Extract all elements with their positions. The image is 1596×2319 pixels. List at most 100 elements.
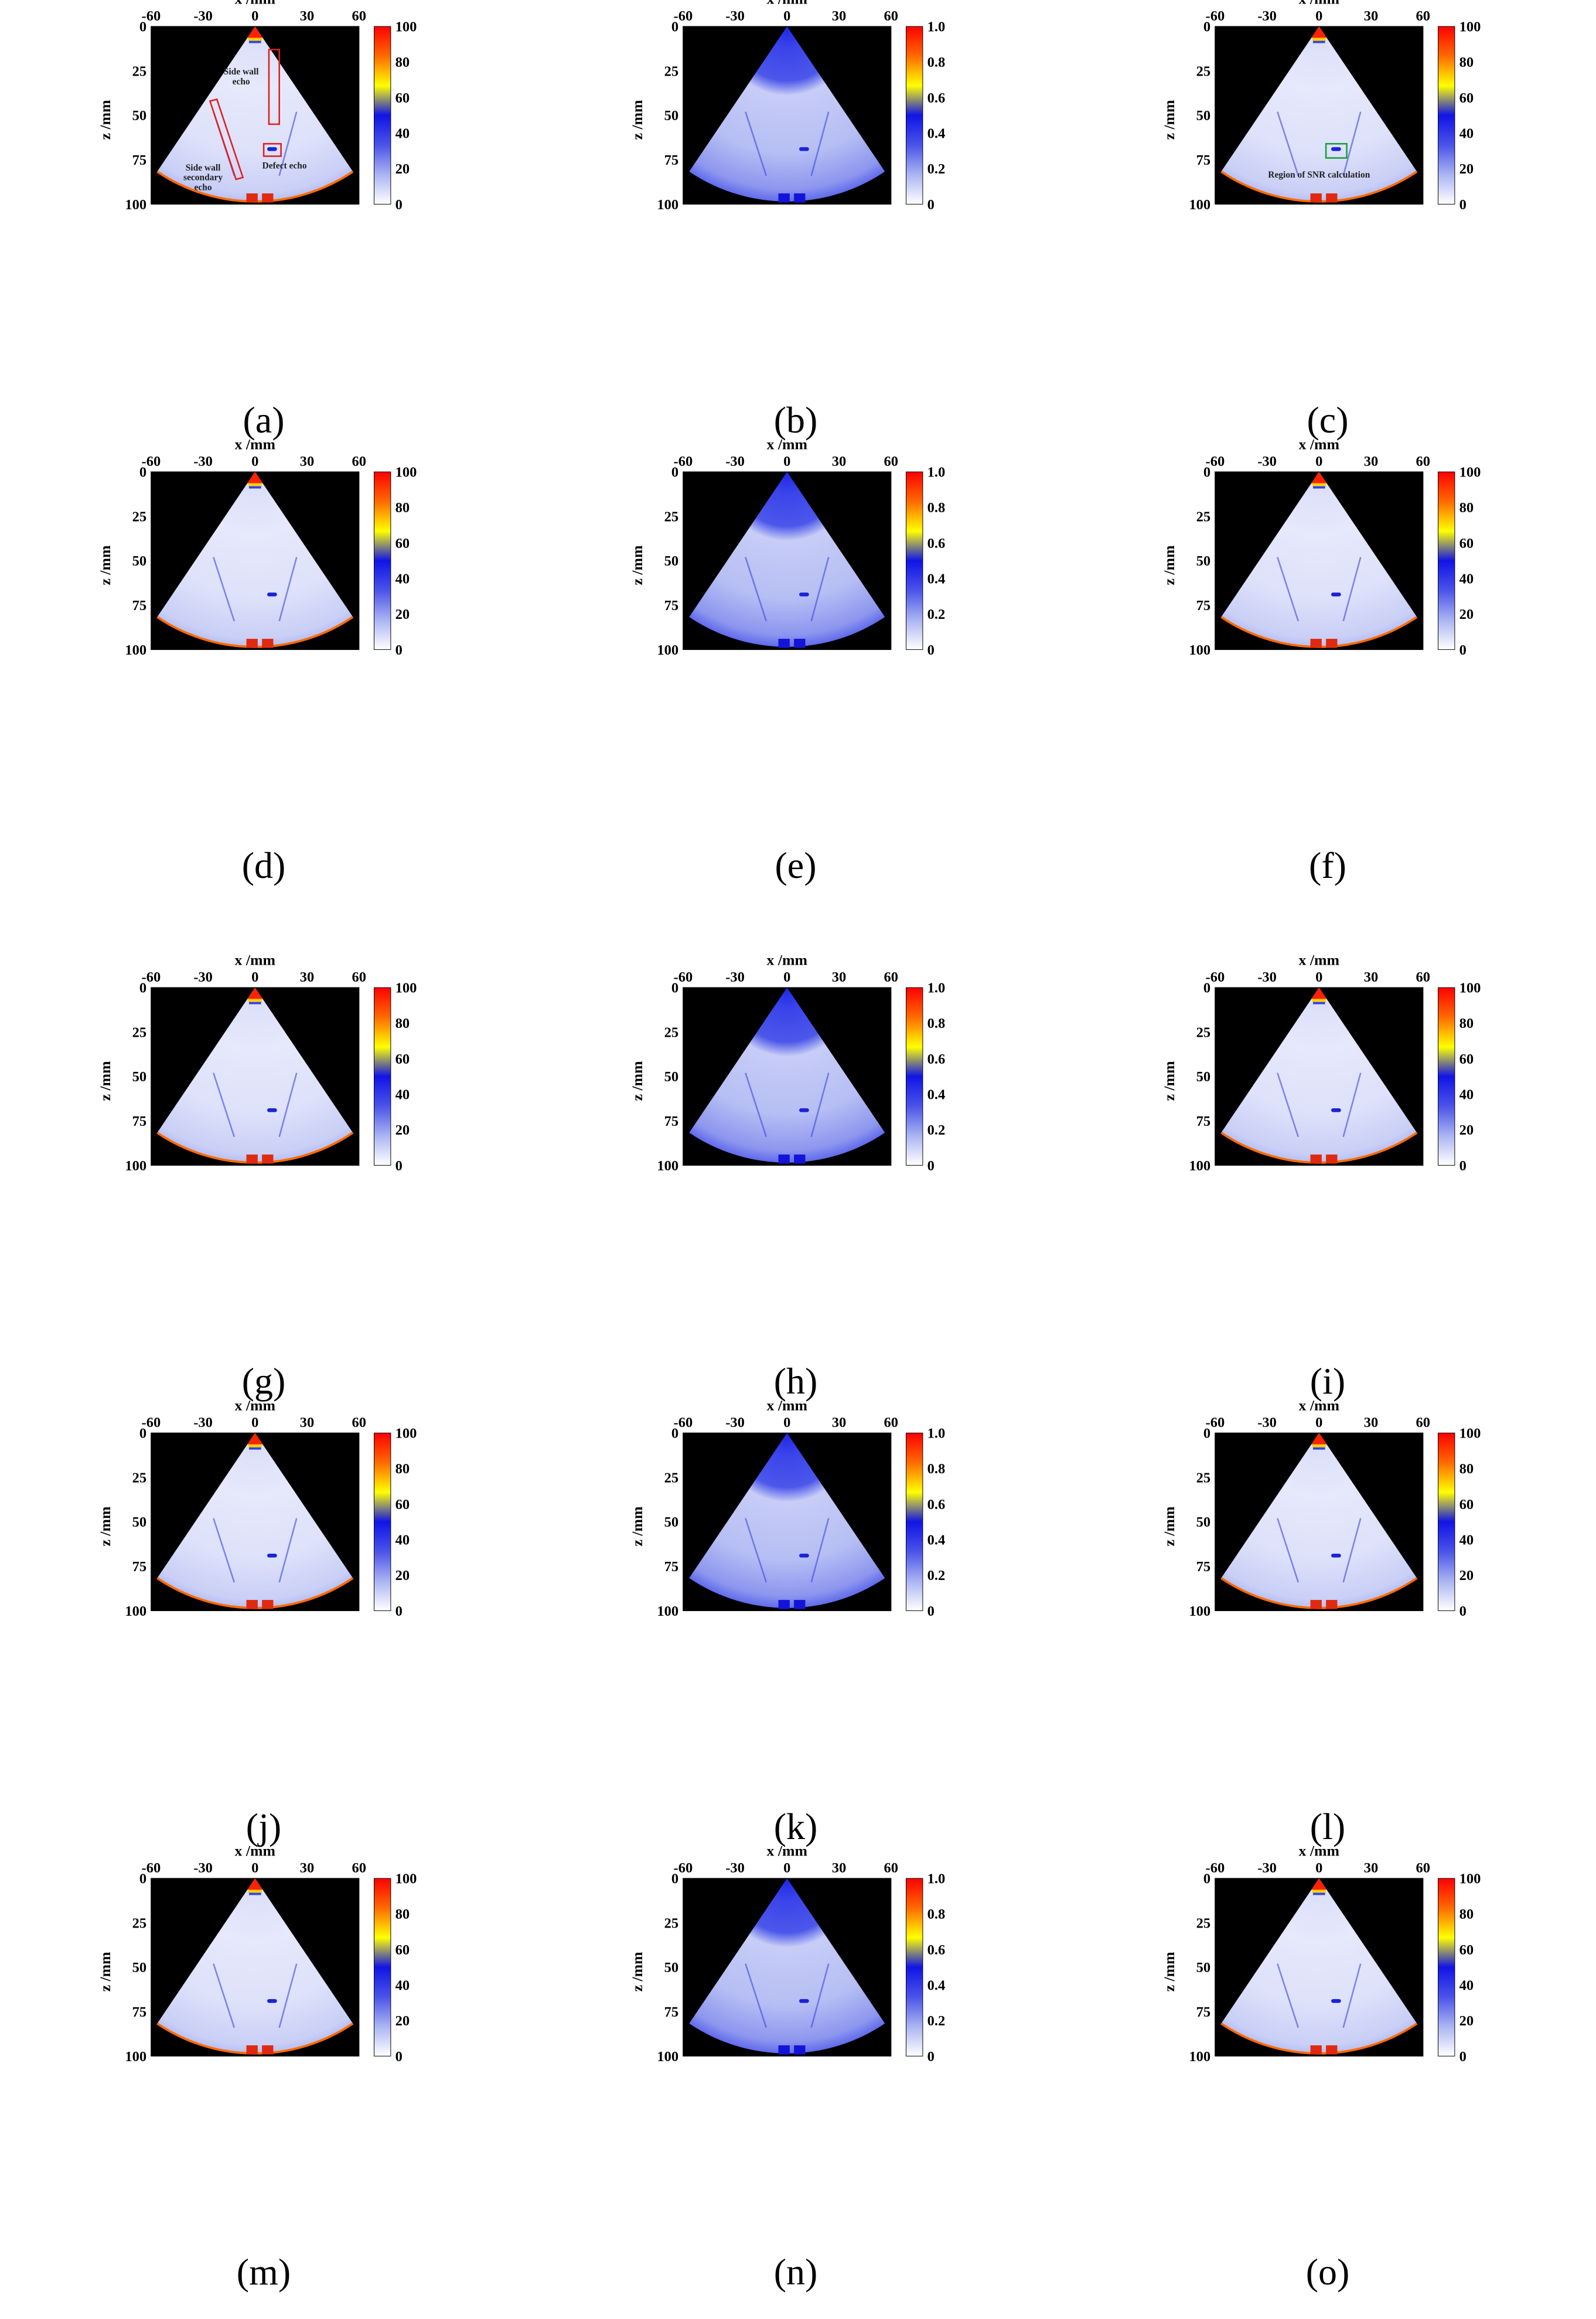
colorbar [374,471,391,650]
bottom-echo-blob [1310,2045,1322,2055]
bottom-echo-blob [262,2045,274,2055]
annotation-label: Side wall echo [224,67,259,87]
y-tick-label: 0 [139,465,146,481]
side-wall-streak [278,557,298,622]
colorbar-tick-label: 0.6 [927,1051,946,1067]
plot-frame [1215,987,1424,1166]
bottom-echo-blob [794,2045,806,2055]
x-axis-label: x /mm [235,951,276,968]
y-tick-label: 25 [132,1470,147,1486]
x-tick-label: 60 [884,1415,898,1431]
image-sector [1221,1433,1417,1608]
x-tick-label: 60 [352,8,366,24]
x-tick-label: -30 [1257,454,1277,469]
side-wall-streak [278,1963,298,2028]
colorbar-tick-label: 0 [1459,1158,1467,1174]
colorbar-tick-label: 0.2 [927,607,946,622]
x-axis-label: x /mm [767,1397,808,1414]
colorbar-tick-label: 40 [395,1977,410,1993]
y-tick-label: 50 [1196,1069,1210,1085]
side-wall-streak [213,1072,236,1138]
y-tick-label: 75 [664,2004,679,2020]
side-wall-streak [745,1072,768,1138]
near-field-band [248,38,262,41]
defect-echo-mark [799,1999,809,2003]
x-tick-label: 60 [1416,454,1430,469]
y-tick-label: 50 [664,1960,679,1976]
x-tick-label: 60 [1416,1415,1430,1431]
near-field-hotspot [247,1433,263,1445]
y-tick-label: 75 [1196,598,1210,614]
plot-frame [683,471,892,651]
side-wall-streak [213,557,236,622]
x-tick-label: 0 [783,969,790,985]
bottom-echo-blob [778,1155,790,1164]
colorbar-tick-label: 100 [395,1871,417,1887]
colorbar-tick-label: 60 [1459,90,1474,106]
x-tick-label: 30 [300,1860,315,1876]
y-tick-label: 100 [657,1603,678,1619]
plot-frame [683,1432,892,1612]
x-tick-label: 0 [251,969,258,985]
y-tick-label: 50 [1196,553,1210,569]
x-tick-label: -60 [674,8,693,24]
y-tick-label: 0 [1203,980,1210,996]
panel-caption: (e) [775,844,817,886]
near-field-band [1312,999,1326,1002]
near-field-hotspot [1311,26,1327,38]
x-tick-label: -30 [1257,969,1277,985]
y-tick-label: 50 [132,1069,147,1085]
colorbar-tick-label: 20 [395,1568,410,1584]
x-tick-label: 60 [1416,969,1430,985]
panel-caption: (a) [243,399,285,441]
colorbar-tick-label: 40 [1459,1532,1474,1548]
colorbar-tick-label: 0.2 [927,161,946,177]
x-tick-label: -60 [674,1860,693,1876]
bottom-echo-blob [778,639,790,648]
x-tick-label: 0 [783,1860,790,1876]
near-field-band [248,40,261,43]
annotation-label-line: Defect echo [262,161,307,171]
annotation-box [268,49,280,125]
x-tick-label: 60 [352,1415,366,1431]
bottom-echo-blob [1326,639,1338,648]
x-tick-label: -30 [193,8,213,24]
bottom-echo-blob [246,1155,258,1164]
colorbar-tick-label: 0 [927,197,935,213]
bottom-echo-blob [794,639,806,648]
side-wall-streak [278,1518,298,1583]
y-tick-label: 50 [132,553,147,569]
bottom-echo-blob [1326,1600,1338,1609]
colorbar-tick-label: 1.0 [927,19,946,35]
chart-panel-d: -60 -30 0 30 60 x /mm 0 25 50 75 100 z /mm 100 80 60 40… [97,435,417,658]
y-tick-label: 75 [664,598,679,614]
y-tick-label: 50 [664,108,679,124]
colorbar-tick-label: 40 [1459,571,1474,587]
colorbar-tick-label: 40 [395,571,410,587]
y-tick-label: 25 [664,509,679,525]
y-tick-label: 0 [1203,465,1210,481]
x-tick-label: 0 [1315,454,1322,469]
defect-echo-mark [1331,1554,1341,1558]
defect-echo-mark [799,147,809,151]
colorbar [1438,26,1455,205]
y-tick-label: 75 [132,2004,147,2020]
bottom-echo-blob [1310,1600,1322,1609]
colorbar-tick-label: 60 [1459,1942,1474,1958]
y-axis-label: z /mm [1161,1506,1178,1547]
y-tick-label: 100 [1189,642,1210,658]
y-tick-label: 100 [1189,197,1210,213]
x-tick-label: 30 [832,969,847,985]
x-tick-label: 0 [251,454,258,469]
near-field-band [1312,1447,1325,1450]
image-sector [157,1433,353,1608]
panel-caption: (o) [1305,2251,1350,2293]
near-field-band [1312,38,1326,41]
colorbar-tick-label: 60 [395,1942,410,1958]
colorbar-tick-label: 100 [1459,19,1481,35]
annotation-label-line: Region of SNR calculation [1268,170,1370,180]
colorbar-tick-label: 20 [1459,1568,1474,1584]
y-tick-label: 25 [132,63,147,79]
colorbar-tick-label: 0.8 [927,1461,946,1477]
